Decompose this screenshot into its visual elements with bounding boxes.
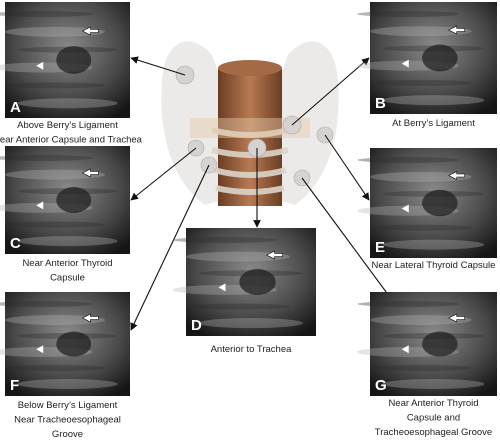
tissue-band [186, 303, 290, 310]
right-lobe [275, 41, 339, 206]
panel-caption: Capsule and [407, 413, 460, 424]
thyroid-model [161, 41, 339, 206]
isthmus-bands [211, 127, 289, 195]
panel-letter: E [375, 239, 385, 256]
ultrasound-panel: G [357, 292, 497, 396]
panel-caption: Near Anterior Capsule and Trachea [0, 135, 143, 146]
ultrasound-panel: A [0, 2, 130, 118]
marker-arrow [81, 313, 99, 323]
trachea-top [218, 60, 282, 76]
tissue-band [199, 318, 303, 329]
tissue-band [0, 301, 93, 307]
panel-letter: D [191, 317, 202, 334]
tissue-band [5, 82, 105, 89]
tissue-band [17, 379, 118, 389]
tissue-band [5, 221, 105, 228]
nodule [422, 44, 458, 72]
tissue-band [17, 236, 118, 247]
ultrasound-panel: E [357, 148, 497, 258]
tissue-band [5, 365, 105, 371]
marker-arrow [81, 26, 99, 36]
arrowhead-marker [401, 204, 409, 213]
marker-arrow [448, 171, 466, 180]
tissue-band [370, 224, 472, 231]
panel-caption: Anterior to Trachea [211, 344, 293, 355]
panel-letter: C [10, 235, 21, 252]
ultrasound-panel: B [357, 2, 497, 114]
tissue-band [357, 11, 459, 17]
ultrasound-panel: C [0, 146, 130, 254]
panel-caption: Groove [52, 429, 83, 440]
tissue-band [382, 239, 485, 250]
arrowhead-marker [36, 345, 44, 354]
ultrasound-panel: D [173, 228, 316, 336]
nodule [56, 187, 92, 213]
panel-caption: Near Lateral Thyroid Capsule [372, 260, 496, 271]
arrowhead-marker [36, 61, 44, 70]
tissue-band [382, 379, 485, 389]
marker-arrow [265, 250, 283, 260]
arrowhead-marker [401, 345, 409, 354]
panel-letter: B [375, 95, 386, 112]
tissue-band [5, 169, 105, 180]
nodule [422, 189, 458, 217]
arrowhead-marker [36, 201, 44, 210]
panel-caption: Capsule [50, 273, 85, 284]
marker-arrow [448, 25, 466, 35]
panel-caption: Below Berry’s Ligament [18, 400, 118, 411]
tissue-band [0, 155, 93, 161]
tissue-band [17, 98, 118, 109]
panel-letter: F [10, 377, 19, 394]
marker-arrow [448, 313, 466, 323]
connector-arrows [130, 56, 393, 331]
arrowhead-marker [218, 283, 226, 292]
tissue-band [370, 315, 472, 325]
nodule [239, 269, 276, 295]
tissue-band [382, 95, 485, 106]
tissue-band [370, 79, 472, 86]
isthmus [190, 118, 310, 138]
tissue-band [173, 237, 277, 243]
tissue-band [0, 11, 93, 17]
ultrasound-panel: F [0, 292, 130, 396]
nodule [56, 331, 92, 357]
panel-caption: Above Berry’s Ligament [17, 120, 118, 131]
marker-arrow [81, 168, 99, 178]
panel-caption: At Berry’s Ligament [392, 118, 475, 129]
tissue-band [357, 301, 459, 307]
nodule [422, 331, 458, 357]
panel-caption: Tracheoesophageal Groove [375, 427, 492, 438]
tissue-band [5, 26, 105, 37]
tissue-band [370, 171, 472, 182]
tissue-band [370, 365, 472, 371]
panel-caption: Near Anterior Thyroid [22, 258, 112, 269]
panel-letter: A [10, 99, 21, 116]
tissue-band [357, 157, 459, 163]
panel-caption: Near Anterior Thyroid [388, 398, 478, 409]
panel-letter: G [375, 377, 387, 394]
arrowhead-marker [401, 59, 409, 68]
tissue-band [5, 315, 105, 325]
panel-caption: Near Tracheoesophageal [14, 415, 121, 426]
nodule [56, 46, 92, 74]
tissue-band [370, 26, 472, 37]
tissue-band [186, 251, 290, 262]
